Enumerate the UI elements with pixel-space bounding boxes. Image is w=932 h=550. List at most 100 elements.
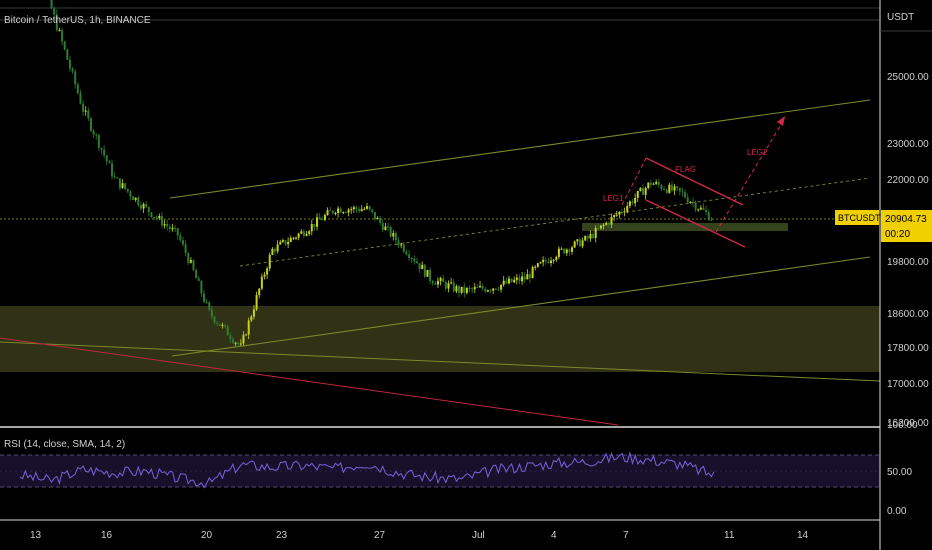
candle-body (655, 181, 658, 184)
candle-body (366, 206, 368, 209)
candle-body (592, 234, 595, 238)
candle-body (415, 261, 418, 264)
candle-body (271, 248, 274, 255)
time-label-16: 16 (101, 530, 113, 541)
candle-body (691, 201, 694, 203)
candle-body (660, 185, 663, 190)
price-label-17000: 17000.00 (887, 379, 929, 390)
candle-body (381, 222, 384, 231)
candle-body (602, 224, 605, 226)
current-price-value: 20904.73 (885, 214, 927, 225)
candle-body (292, 237, 295, 239)
candle-body (387, 226, 390, 228)
candle-body (578, 239, 581, 247)
price-label-22000: 22000.00 (887, 175, 929, 186)
candle-body (555, 256, 558, 260)
price-label-17800: 17800.00 (887, 343, 929, 354)
candle-body (137, 197, 140, 206)
candle-body (652, 183, 655, 185)
candle-body (242, 334, 245, 344)
candle-body (50, 0, 53, 9)
candle-body (352, 207, 355, 210)
candle-body (166, 224, 169, 227)
candle-body (426, 270, 429, 277)
candle-body (316, 217, 319, 227)
candle-body (61, 30, 64, 42)
candle-body (384, 226, 387, 231)
candle-body (339, 208, 342, 213)
candle-body (153, 217, 156, 219)
candle-body (302, 231, 305, 236)
candle-body (281, 240, 284, 242)
candle-body (649, 182, 652, 185)
candle-body (565, 249, 568, 254)
candle-body (337, 208, 340, 214)
candle-body (71, 68, 74, 72)
candle-body (413, 258, 416, 262)
candle-body (628, 201, 631, 207)
candle-body (363, 208, 366, 210)
candle-body (221, 324, 224, 326)
candle-body (181, 240, 184, 245)
candle-body (539, 262, 542, 264)
candle-body (528, 274, 531, 279)
candle-body (497, 289, 500, 291)
candle-body (226, 326, 229, 336)
candle-body (615, 214, 618, 216)
candle-body (218, 323, 221, 326)
leg1-arrow (621, 157, 647, 206)
candle-body (176, 228, 179, 236)
candle-body (205, 301, 208, 303)
candle-body (634, 197, 637, 204)
price-axis[interactable] (879, 0, 932, 550)
candle-body (142, 204, 145, 209)
time-label-4: 4 (551, 530, 557, 541)
candle-body (515, 277, 518, 280)
candle-body (347, 209, 350, 213)
candle-body (686, 197, 689, 203)
flag-label: FLAG (675, 165, 696, 174)
time-label-11: 11 (724, 530, 735, 541)
candle-body (168, 226, 171, 230)
candle-body (670, 184, 673, 191)
candle-body (358, 209, 361, 212)
candle-body (213, 316, 216, 323)
candle-body (678, 188, 681, 192)
candle-body (589, 234, 592, 239)
candle-body (455, 286, 458, 292)
candle-body (63, 41, 66, 50)
candle-body (231, 339, 234, 343)
candle-body (82, 103, 85, 112)
candle-body (189, 260, 192, 263)
candle-body (297, 233, 300, 238)
candle-body (710, 220, 713, 222)
time-label-jul: Jul (472, 530, 485, 541)
price-candles (50, 0, 713, 348)
candle-body (571, 247, 574, 252)
time-axis[interactable]: 13 16 20 23 27 Jul 4 7 11 14 (30, 530, 809, 541)
candle-body (505, 280, 508, 284)
candle-body (376, 217, 379, 220)
currency-label: USDT (887, 12, 914, 23)
candle-body (273, 248, 276, 252)
descending-support-line (0, 341, 881, 382)
candle-body (531, 266, 534, 279)
candle-body (431, 281, 434, 284)
candle-body (350, 209, 353, 211)
candle-body (313, 224, 316, 227)
candle-body (187, 253, 190, 263)
candle-body (118, 178, 121, 189)
candle-body (471, 288, 474, 290)
rsi-label-0: 0.00 (887, 506, 907, 517)
candle-body (620, 211, 623, 213)
candle-body (310, 224, 313, 232)
candle-body (623, 211, 626, 213)
candle-body (179, 235, 182, 241)
candle-body (576, 239, 579, 242)
candle-body (684, 192, 687, 198)
upper-channel-line (169, 99, 871, 199)
candle-body (444, 282, 447, 289)
price-label-18600: 18600.00 (887, 309, 929, 320)
candle-body (318, 217, 321, 220)
